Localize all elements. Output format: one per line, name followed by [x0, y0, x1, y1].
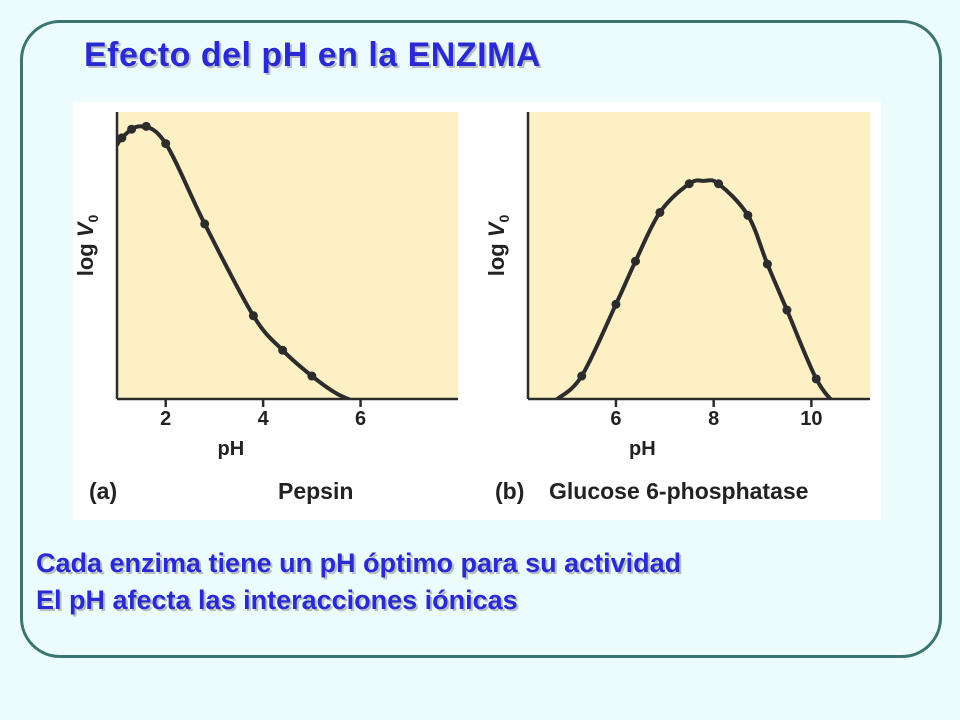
x-tick-label: 6	[355, 408, 366, 430]
data-point	[630, 256, 640, 266]
data-point	[743, 210, 753, 220]
y-axis-label: log V0	[73, 215, 101, 277]
x-tick-label: 8	[708, 408, 719, 430]
y-axis-label: log V0	[484, 215, 512, 277]
enzyme-ph-figure: 2 4 6 pH log V0 (a) Pepsin 6 8 10 pH log V0 (b) Gluco…	[73, 102, 881, 520]
data-point	[611, 299, 621, 309]
data-point	[278, 345, 288, 355]
data-point	[811, 374, 821, 384]
data-point	[684, 179, 694, 189]
data-point	[782, 305, 792, 315]
panel-title: Pepsin	[278, 478, 353, 504]
y-axis-label-log: log	[73, 237, 98, 276]
data-point	[200, 219, 210, 229]
x-tick-label: 6	[610, 408, 621, 430]
slide-title: Efecto del pH en la ENZIMA	[84, 36, 541, 74]
x-axis-label: pH	[629, 438, 656, 460]
y-axis-label-log: log	[484, 237, 509, 276]
y-axis-label-v: V	[484, 220, 509, 237]
panel-label: (b)	[495, 478, 524, 504]
panel-label: (a)	[89, 478, 117, 504]
data-point	[762, 259, 772, 269]
caption-line-2: El pH afecta las interacciones iónicas	[36, 585, 518, 615]
y-axis-label-subscript: 0	[496, 215, 512, 223]
data-point	[248, 311, 258, 321]
data-point	[714, 179, 724, 189]
data-point	[577, 371, 587, 381]
data-point	[161, 139, 171, 149]
x-axis-label: pH	[218, 438, 245, 460]
plot-area-2	[528, 112, 870, 399]
data-point	[307, 371, 317, 381]
slide-caption: Cada enzima tiene un pH óptimo para su a…	[36, 545, 681, 619]
y-axis-label-v: V	[73, 220, 98, 237]
y-axis-label-subscript: 0	[85, 215, 101, 223]
caption-line-1: Cada enzima tiene un pH óptimo para su a…	[36, 548, 682, 578]
data-point	[655, 207, 665, 217]
x-tick-label: 10	[800, 408, 822, 430]
x-tick-label: 2	[160, 408, 171, 430]
data-point	[141, 121, 151, 131]
slide-frame	[20, 20, 942, 658]
chart-panel-1: 2 4 6 pH log V0 (a) Pepsin	[73, 112, 458, 504]
chart-panel-2: 6 8 10 pH log V0 (b) Glucose 6-phosphatase	[484, 112, 870, 504]
panel-title: Glucose 6-phosphatase	[549, 478, 808, 504]
x-tick-label: 4	[258, 408, 270, 430]
data-point	[127, 124, 137, 134]
data-point	[117, 133, 127, 143]
